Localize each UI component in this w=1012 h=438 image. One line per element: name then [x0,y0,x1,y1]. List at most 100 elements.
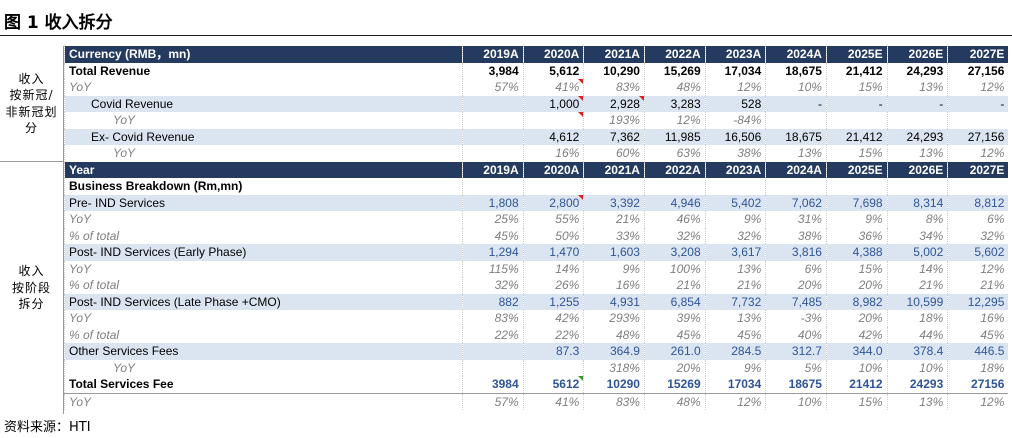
table-cell: 2021A [583,161,645,178]
table-cell: 10% [886,359,948,376]
table-cell: 3984 [462,376,524,394]
table-cell: 5,612 [522,62,584,79]
table-cell: 25% [462,211,524,228]
table-cell [462,178,524,195]
table-cell: 22% [462,326,524,343]
table-cell [462,112,524,129]
row-label: YoY [64,260,463,277]
table-row: Post- IND Services (Late Phase +CMO) 882 1… [64,293,1009,310]
row-label: Business Breakdown (Rm,mn) [64,178,463,195]
table-cell: 27,156 [947,62,1009,79]
table-cell: 60% [583,145,645,162]
table-cell: 17,034 [704,62,766,79]
table-cell: 378.4 [886,343,948,360]
side-label-line: 按新冠/ [9,88,54,102]
table-cell: 45% [643,326,706,343]
table-cell: 20% [643,359,706,376]
table-cell: 4,388 [825,244,888,261]
table-cell: 48% [643,393,706,410]
table-cell [886,112,948,129]
table-cell: 45% [704,326,766,343]
table-cell: 13% [765,145,827,162]
table-row: Post- IND Services (Early Phase) 1,294 1,4… [64,244,1009,261]
table-cell: 528 [704,95,766,112]
table-cell: 57% [462,393,524,410]
side-label-line: 非新冠划 [5,104,58,119]
table-cell: 26% [522,277,584,294]
table-cell: 32% [947,227,1009,244]
table-cell: 115% [462,260,524,277]
row-label: Total Services Fee [64,376,463,394]
table-cell: 2027E [947,46,1009,63]
row-label: Post- IND Services (Early Phase) [64,244,463,261]
table-cell: 20% [825,310,888,327]
table-cell: 15269 [643,376,706,394]
table-row: YoY 16% 60% 63% 38% 13% 15% 13% 12% [64,145,1009,162]
table-cell: 5,402 [704,194,766,211]
table-cell: 12,295 [947,293,1009,310]
table-cell: 20% [765,277,827,294]
table-cell: 40% [765,326,827,343]
table-row: Pre- IND Services 1,808 2,800 3,392 4,946 5,4… [64,194,1009,211]
table-cell: 18% [947,359,1009,376]
table-cell: 12% [947,145,1009,162]
row-label: Post- IND Services (Late Phase +CMO) [64,293,463,310]
table-cell: 10% [765,393,827,410]
side-label-line: 收入 [18,71,45,86]
table-cell: 3,392 [583,194,645,211]
title-rule [0,35,1012,36]
table-cell: 8% [886,211,948,228]
table-cell: 3,617 [704,244,766,261]
table-cell: 15% [825,79,888,96]
table-row: YoY 193% 12% -84% [64,112,1009,129]
table-cell: 364.9 [583,343,645,360]
table-cell: 21% [643,277,706,294]
table-cell [583,178,645,195]
table-row: % of total 45% 50% 33% 32% 32% 38% 36% 34% 32% [64,227,1009,244]
row-label: Covid Revenue [64,95,463,112]
table-cell: 2019A [462,161,524,178]
table-cell: 8,812 [947,194,1009,211]
table-cell: 27156 [947,376,1009,394]
table-cell: 17034 [704,376,766,394]
row-label: YoY [64,211,463,228]
table-cell: 3,984 [462,62,524,79]
side-label-covid-split: 收入 按新冠/非新冠划分 [0,46,63,162]
table-cell: 10% [825,359,888,376]
table-cell: - [765,95,827,112]
table-cell: 50% [522,227,584,244]
row-label: Currency (RMB，mn) [64,46,463,63]
table-row: % of total 22% 22% 48% 45% 45% 40% 42% 44% 45% [64,326,1009,343]
table-cell: 3,816 [765,244,827,261]
table-cell: 8,314 [886,194,948,211]
table-cell: 1,294 [462,244,524,261]
revenue-table-frame: 收入 按新冠/非新冠划分 收入 按阶段 拆分 Currency (RMB，mn) 201… [0,46,1009,414]
table-cell: 45% [462,227,524,244]
table-cell: 4,612 [522,128,584,145]
table-cell: 293% [583,310,645,327]
table-cell [522,359,584,376]
table-cell: 18675 [765,376,827,394]
table-cell: 21% [947,277,1009,294]
row-label: Pre- IND Services [64,194,463,211]
table-cell: 2021A [583,46,645,63]
table-cell [522,112,584,129]
table-cell: - [825,95,888,112]
table-cell: 312.7 [765,343,827,360]
side-label-phase-split: 收入 按阶段 拆分 [0,162,63,414]
table-cell [886,178,948,195]
table-cell: 12% [947,260,1009,277]
table-cell: 9% [583,260,645,277]
table-cell: 1,470 [522,244,584,261]
table-cell: 2027E [947,161,1009,178]
table-cell: 9% [704,211,766,228]
table-cell: 10290 [583,376,645,394]
table-row: YoY 83% 42% 293% 39% 13% -3% 20% 18% 16% [64,310,1009,327]
table-cell: 31% [765,211,827,228]
table-cell: 48% [643,79,706,96]
table-cell: 1,255 [522,293,584,310]
table-row: YoY 25% 55% 21% 46% 9% 31% 9% 8% 6% [64,211,1009,228]
row-label: YoY [64,310,463,327]
table-cell: 2020A [522,161,584,178]
table-cell: 83% [583,393,645,410]
